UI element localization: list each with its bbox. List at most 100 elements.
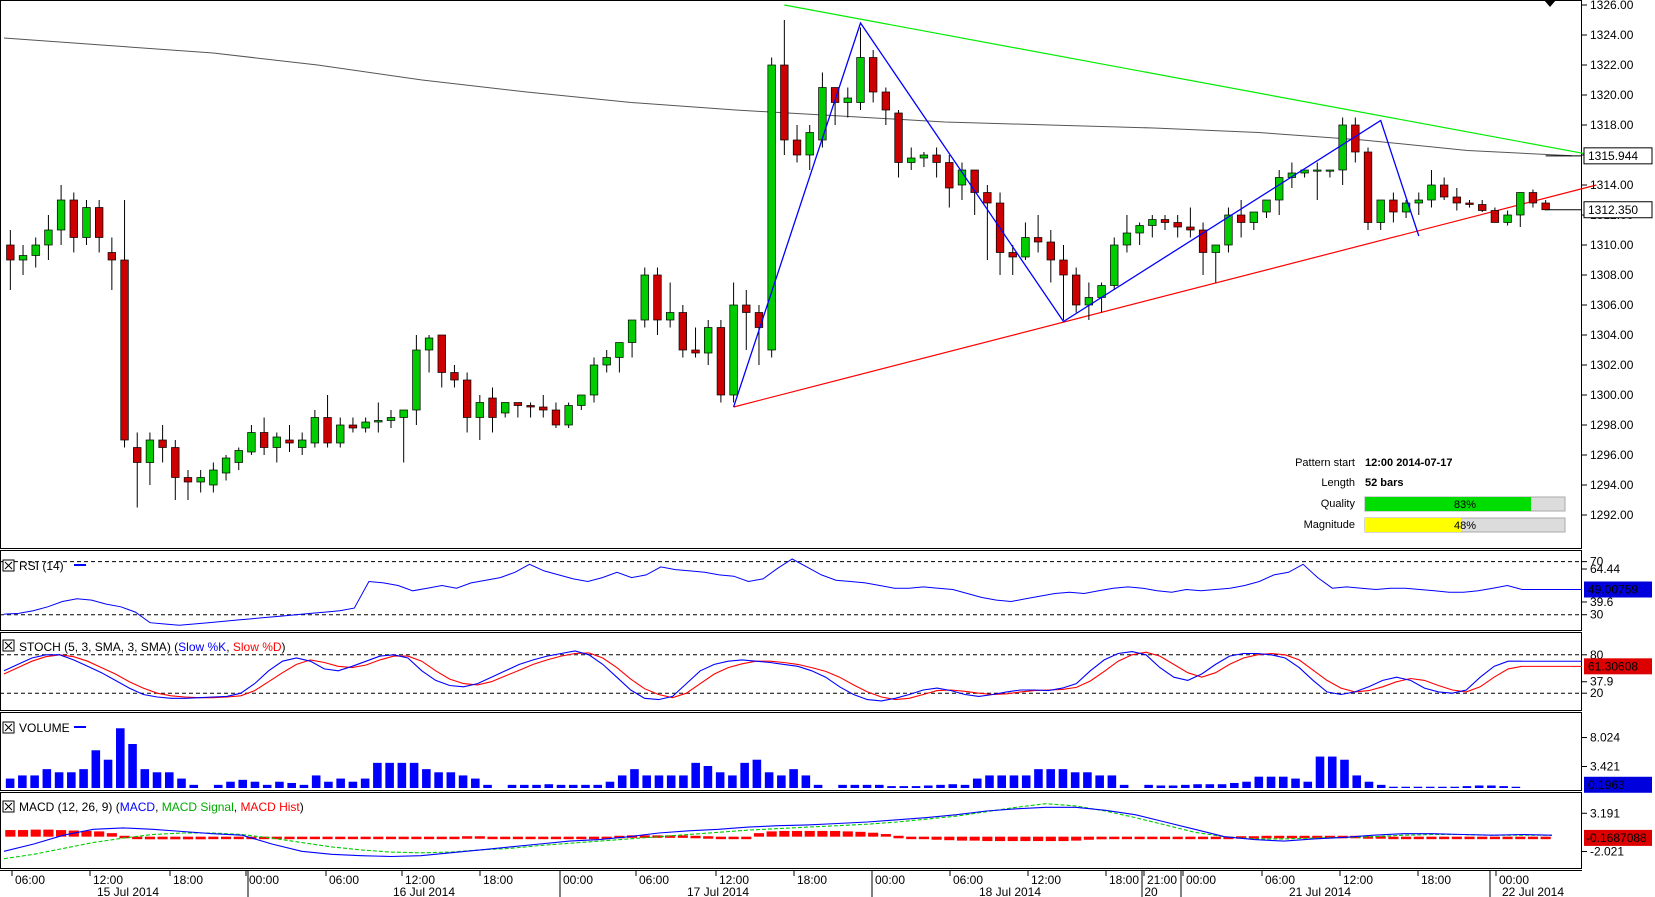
macd-hist-bar: [842, 831, 853, 837]
volume-bar: [605, 781, 615, 788]
pattern-start-value: 12:00 2014-07-17: [1365, 457, 1452, 469]
date-label: 15 Jul 2014: [97, 885, 159, 897]
candle: [526, 402, 535, 418]
macd-hist-bar: [56, 830, 67, 837]
candle: [843, 87, 852, 118]
candle: [830, 87, 840, 125]
price-tick-label: 1322.00: [1590, 58, 1634, 72]
price-tick-label: 1318.00: [1590, 118, 1634, 132]
volume-bar: [458, 775, 468, 788]
candle-body: [501, 402, 510, 414]
price-tick-label: 1306.00: [1590, 298, 1634, 312]
price-panel[interactable]: 1326.001324.001322.001320.001318.001316.…: [0, 0, 1653, 549]
macd-hist-bar: [474, 836, 485, 839]
time-tick-label: 18:00: [1421, 873, 1451, 887]
macd-hist-bar: [1248, 836, 1259, 839]
scroll-marker-icon[interactable]: [1544, 0, 1556, 7]
candle-body: [589, 364, 599, 396]
candle: [1135, 222, 1144, 245]
candle: [1465, 200, 1474, 208]
candle: [386, 410, 396, 428]
volume-bar: [691, 762, 700, 788]
volume-bar: [507, 784, 517, 788]
candle-body: [742, 304, 751, 313]
candle: [780, 20, 789, 155]
macd-hist-bar: [1185, 836, 1196, 840]
volume-bar: [923, 785, 933, 788]
volume-bar: [1376, 784, 1386, 788]
candle: [1224, 207, 1233, 253]
time-tick-label: 21:00: [1147, 873, 1177, 887]
macd-hist-bar: [550, 836, 562, 840]
volume-bar: [960, 784, 970, 788]
candle-body: [856, 57, 865, 103]
volume-bar: [728, 775, 737, 788]
time-tick-label: 18:00: [173, 873, 203, 887]
volume-bar: [30, 775, 39, 788]
candle: [1110, 237, 1119, 290]
candle-body: [805, 132, 814, 156]
macd-hist-bar: [385, 836, 397, 840]
macd-hist-bar: [1210, 836, 1221, 840]
macd-hist-bar: [30, 829, 41, 837]
candle-body: [183, 477, 193, 483]
price-tick-label: 1310.00: [1590, 238, 1634, 252]
macd-hist-bar: [690, 835, 701, 839]
candle: [412, 335, 421, 425]
macd-panel[interactable]: 3.191 -2.021-0.1687088 MACD (12, 26, 9) (…: [0, 792, 1653, 869]
macd-line: [3, 806, 1553, 858]
candle: [1021, 222, 1030, 260]
macd-hist-bar: [259, 836, 270, 840]
stochastic-title: STOCH (5, 3, SMA, 3, SMA): [19, 640, 171, 654]
candle-body: [640, 274, 649, 321]
macd-hist-bar: [753, 833, 765, 837]
macd-hist-bar: [1502, 836, 1513, 840]
volume-bar: [764, 772, 774, 788]
macd-hist-bar: [956, 836, 968, 841]
candle-body: [399, 409, 408, 418]
price-panel-frame: [0, 0, 1582, 549]
rsi-value-box: [1584, 581, 1652, 598]
stochastic-panel[interactable]: 80 37.920 61.30608 STOCH (5, 3, SMA, 3, SM…: [0, 632, 1652, 711]
volume-panel[interactable]: 8.024 3.421 0.1963 VOLUME: [0, 712, 1653, 793]
date-label: 17 Jul 2014: [687, 885, 749, 897]
macd-hist-bar: [1197, 836, 1209, 840]
macd-hist-bar: [1121, 836, 1133, 840]
candle-body: [1110, 244, 1119, 286]
candle: [1427, 170, 1436, 208]
volume-bar: [1181, 784, 1190, 788]
candle: [653, 267, 662, 335]
candle-body: [1275, 177, 1284, 201]
candle-body: [412, 349, 421, 411]
candle: [450, 365, 459, 388]
candle: [856, 27, 865, 110]
candle: [1160, 215, 1170, 230]
candle: [1452, 188, 1461, 211]
candle: [1275, 170, 1284, 215]
stochastic-k-line: [3, 650, 1522, 702]
volume-bar: [715, 772, 725, 788]
candle: [399, 409, 408, 463]
macd-hist-bar: [563, 836, 574, 840]
volume-bar: [1254, 776, 1264, 788]
volume-bar: [789, 769, 798, 788]
candle-body: [1376, 199, 1385, 223]
candle: [1211, 244, 1220, 283]
candle: [234, 447, 243, 470]
macd-hist-bar: [297, 836, 308, 840]
candle: [437, 334, 446, 388]
macd-hist-bar: [817, 830, 828, 837]
candle: [310, 410, 320, 448]
candle: [919, 152, 929, 167]
candle-body: [221, 457, 231, 474]
volume-toggle-cross-icon: [4, 723, 13, 732]
last-price-box: [1583, 201, 1653, 219]
macd-hist-bar: [1274, 835, 1285, 839]
candle-body: [1490, 210, 1500, 223]
volume-bar: [373, 762, 382, 788]
candle: [1503, 210, 1512, 226]
macd-hist-bar: [576, 836, 587, 840]
candle: [6, 230, 15, 290]
